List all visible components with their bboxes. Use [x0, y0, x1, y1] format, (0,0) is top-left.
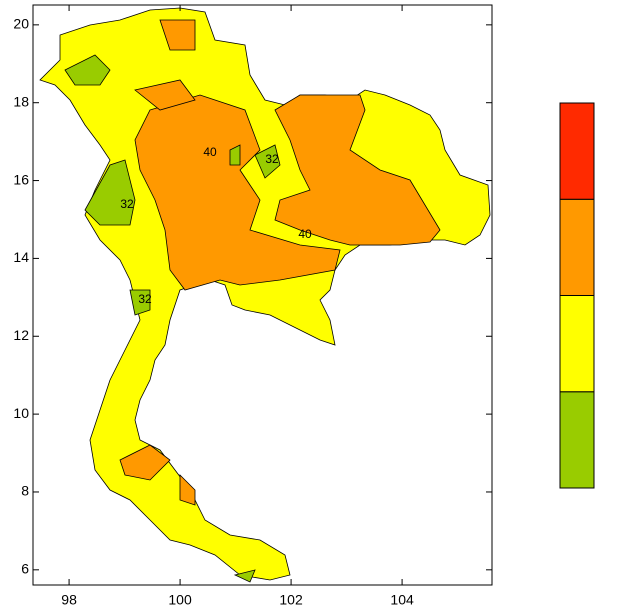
x-tick-label: 100: [168, 592, 192, 608]
x-tick-label: 102: [279, 592, 303, 608]
y-tick-label: 12: [13, 327, 29, 343]
colorbar-segment: [559, 198, 595, 296]
zone-green: [254, 144, 281, 179]
zone-green: [64, 54, 111, 86]
zone-orange: [159, 19, 196, 51]
colorbar-segment: [559, 391, 595, 489]
zone-orange: [119, 444, 171, 481]
y-tick-label: 10: [13, 405, 29, 421]
y-tick-label: 6: [21, 561, 29, 577]
map-frame: [32, 4, 493, 586]
land-yellow: [39, 7, 491, 581]
contour-label: 32: [138, 292, 152, 306]
x-tick-label: 104: [390, 592, 414, 608]
y-tick-label: 18: [13, 93, 29, 109]
contour-label: 40: [203, 145, 217, 159]
zone-orange: [179, 474, 196, 506]
colorbar-segment: [559, 295, 595, 393]
zone-green: [84, 159, 136, 226]
contour-label: 40: [298, 227, 312, 241]
contour-label: 32: [120, 197, 134, 211]
zone-orange: [134, 79, 196, 111]
x-tick-label: 98: [61, 592, 77, 608]
zone-green: [129, 289, 151, 316]
y-tick-label: 20: [13, 16, 29, 32]
zone-green: [229, 144, 241, 166]
zone-green: [233, 569, 256, 583]
colorbar-segment: [559, 102, 595, 200]
map-regions: [39, 7, 491, 583]
y-tick-label: 14: [13, 249, 29, 265]
zone-orange: [274, 94, 441, 246]
y-tick-label: 8: [21, 483, 29, 499]
zone-orange: [134, 94, 341, 291]
contour-label: 32: [265, 152, 279, 166]
y-tick-label: 16: [13, 171, 29, 187]
